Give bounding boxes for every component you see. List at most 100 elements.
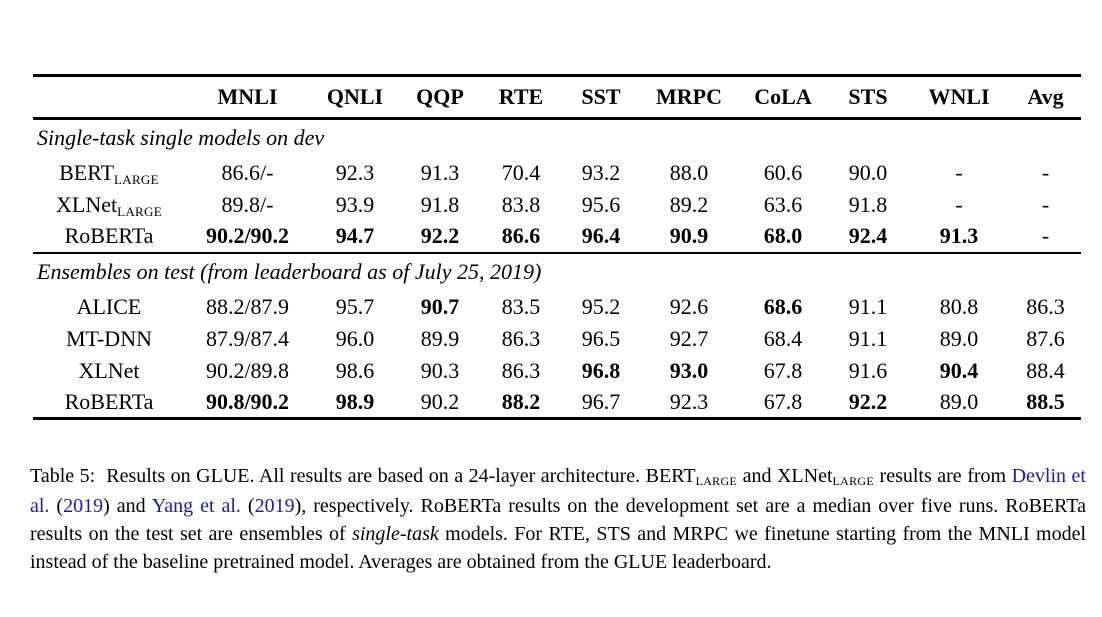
cell-bert-sst: 93.2 xyxy=(581,159,621,185)
table-row-1-xlnet: XLNet 90.2/89.8 98.6 90.3 86.3 96.8 93.0 67.8 91… xyxy=(33,355,1081,387)
cell-xlnet-rte: 83.8 xyxy=(501,191,541,217)
caption-text: models. For RTE, STS and MRPC we finetun… xyxy=(30,523,1087,573)
col-header-avg: Avg xyxy=(1027,84,1064,109)
table-row-1-roberta: RoBERTa 90.8/90.2 98.9 90.2 88.2 96.7 92.3 67.8… xyxy=(33,387,1081,419)
col-header-rte: RTE xyxy=(498,84,544,109)
model-name: RoBERTa xyxy=(64,388,154,414)
caption-text: Table 5: Results on GLUE. All results ar… xyxy=(30,465,696,487)
cell-roberta-wnli: 89.0 xyxy=(939,388,979,414)
cell-xlnet-qnli: 98.6 xyxy=(335,357,375,383)
glue-results-table: MNLI QNLI QQP RTE SST MRPC CoLA STS WNLI Avg Sing… xyxy=(33,74,1081,420)
table-row-1-alice: ALICE 88.2/87.9 95.7 90.7 83.5 95.2 92.6 68.6 91… xyxy=(33,291,1081,323)
cell-roberta-qnli: 98.9 xyxy=(335,388,375,414)
cell-roberta-sst: 96.7 xyxy=(581,388,621,414)
cell-roberta-wnli: 91.3 xyxy=(939,223,979,248)
col-header-mnli: MNLI xyxy=(217,84,278,109)
table-row-0-bert: BERTLARGE 86.6/- 92.3 91.3 70.4 93.2 88.0 60.6 9… xyxy=(33,157,1081,189)
cell-alice-wnli: 80.8 xyxy=(939,293,979,319)
cell-mt-dnn-rte: 86.3 xyxy=(501,325,541,351)
cell-alice-cola: 68.6 xyxy=(763,293,803,319)
cell-roberta-cola: 68.0 xyxy=(763,223,803,248)
cell-bert-avg: - xyxy=(1041,159,1050,185)
citation-link[interactable]: Devlin et al. xyxy=(30,465,1086,517)
cell-bert-cola: 60.6 xyxy=(763,159,803,185)
table-caption: Table 5: Results on GLUE. All results ar… xyxy=(30,462,1086,576)
cell-roberta-avg: - xyxy=(1041,223,1050,248)
table-body: Single-task single models on dev BERTLARG… xyxy=(33,119,1081,419)
cell-xlnet-sts: 91.6 xyxy=(848,357,888,383)
cell-roberta-sst: 96.4 xyxy=(581,223,621,248)
section-heading-label: Single-task single models on dev xyxy=(37,125,325,151)
table-row-0-roberta: RoBERTa 90.2/90.2 94.7 92.2 86.6 96.4 90.9 68.0… xyxy=(33,221,1081,253)
model-size-subscript: LARGE xyxy=(695,474,738,488)
cell-roberta-cola: 67.8 xyxy=(763,388,803,414)
table-row-1-mt-dnn: MT-DNN 87.9/87.4 96.0 89.9 86.3 96.5 92.7 68.4 9… xyxy=(33,323,1081,355)
col-header-mrpc: MRPC xyxy=(656,84,722,109)
cell-xlnet-mrpc: 93.0 xyxy=(669,357,709,383)
cell-alice-rte: 83.5 xyxy=(501,293,541,319)
model-name: MT-DNN xyxy=(66,325,152,351)
cell-xlnet-rte: 86.3 xyxy=(501,357,541,383)
caption-text: ) and xyxy=(103,495,152,517)
cell-xlnet-qqp: 91.8 xyxy=(420,191,460,217)
caption-text: ( xyxy=(49,495,64,517)
model-size-subscript: LARGE xyxy=(832,474,875,488)
cell-mt-dnn-qnli: 96.0 xyxy=(335,325,375,351)
cell-xlnet-qqp: 90.3 xyxy=(420,357,460,383)
cell-bert-wnli: - xyxy=(955,159,963,185)
cell-alice-sst: 95.2 xyxy=(581,293,621,319)
citation-link[interactable]: Yang et al. xyxy=(151,495,241,517)
section-heading-row-0: Single-task single models on dev xyxy=(33,119,1081,157)
cell-xlnet-sts: 91.8 xyxy=(848,191,888,217)
cell-xlnet-cola: 63.6 xyxy=(763,191,803,217)
cell-mt-dnn-qqp: 89.9 xyxy=(420,325,460,351)
model-size-subscript: LARGE xyxy=(114,171,159,187)
cell-mt-dnn-mnli: 87.9/87.4 xyxy=(205,325,290,351)
table-header-row: MNLI QNLI QQP RTE SST MRPC CoLA STS WNLI Avg xyxy=(33,76,1081,119)
citation-link[interactable]: 2019 xyxy=(254,495,295,517)
model-name: ALICE xyxy=(76,293,142,319)
cell-roberta-mnli: 90.2/90.2 xyxy=(205,223,290,248)
model-name: BERTLARGE xyxy=(59,159,159,187)
cell-roberta-mrpc: 90.9 xyxy=(669,223,709,248)
col-header-qqp: QQP xyxy=(416,84,464,109)
cell-mt-dnn-avg: 87.6 xyxy=(1026,325,1065,351)
cell-alice-sts: 91.1 xyxy=(848,293,888,319)
table-row-0-xlnet: XLNetLARGE 89.8/- 93.9 91.8 83.8 95.6 89.2 63.6… xyxy=(33,189,1081,221)
caption-text: and XLNet xyxy=(737,465,833,487)
citation-link[interactable]: 2019 xyxy=(63,495,104,517)
cell-xlnet-sst: 96.8 xyxy=(581,357,621,383)
model-name: XLNetLARGE xyxy=(56,191,162,219)
cell-bert-qqp: 91.3 xyxy=(420,159,460,185)
model-name: XLNet xyxy=(78,357,140,383)
model-size-subscript: LARGE xyxy=(117,203,162,219)
model-name: RoBERTa xyxy=(64,223,154,248)
cell-roberta-rte: 88.2 xyxy=(501,388,541,414)
cell-xlnet-mnli: 90.2/89.8 xyxy=(205,357,290,383)
col-header-model-blank xyxy=(33,76,185,119)
cell-roberta-qnli: 94.7 xyxy=(335,223,375,248)
cell-roberta-mnli: 90.8/90.2 xyxy=(205,388,290,414)
cell-roberta-qqp: 90.2 xyxy=(420,388,460,414)
cell-roberta-mrpc: 92.3 xyxy=(669,388,709,414)
cell-alice-mrpc: 92.6 xyxy=(669,293,709,319)
cell-xlnet-cola: 67.8 xyxy=(763,357,803,383)
section-heading-row-1: Ensembles on test (from leaderboard as o… xyxy=(33,252,1081,291)
cell-roberta-qqp: 92.2 xyxy=(420,223,460,248)
cell-bert-qnli: 92.3 xyxy=(335,159,375,185)
caption-italic-text: single-task xyxy=(352,523,439,545)
cell-mt-dnn-sst: 96.5 xyxy=(581,325,621,351)
col-header-sts: STS xyxy=(848,84,888,109)
col-header-qnli: QNLI xyxy=(326,84,384,109)
cell-xlnet-avg: - xyxy=(1041,191,1050,217)
cell-mt-dnn-mrpc: 92.7 xyxy=(669,325,709,351)
results-table-wrap: MNLI QNLI QQP RTE SST MRPC CoLA STS WNLI Avg Sing… xyxy=(33,74,1081,420)
cell-alice-avg: 86.3 xyxy=(1026,293,1065,319)
cell-roberta-sts: 92.2 xyxy=(848,388,888,414)
cell-bert-mnli: 86.6/- xyxy=(221,159,274,185)
cell-xlnet-wnli: - xyxy=(955,191,963,217)
col-header-sst: SST xyxy=(581,84,621,109)
cell-roberta-rte: 86.6 xyxy=(501,223,541,248)
cell-roberta-avg: 88.5 xyxy=(1026,388,1065,414)
